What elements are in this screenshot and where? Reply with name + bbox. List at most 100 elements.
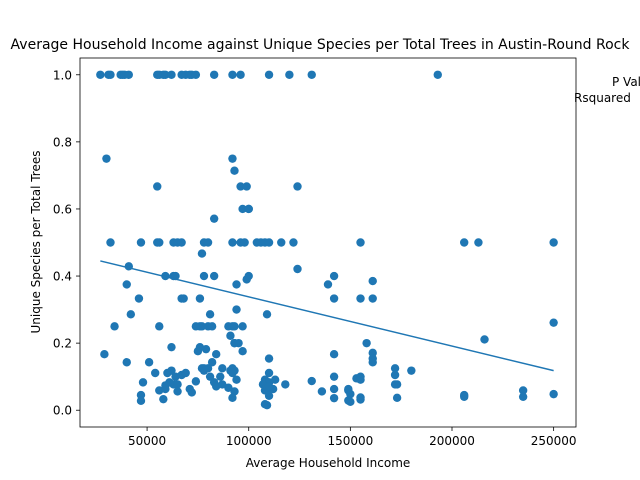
y-tick-label: 0.0	[53, 404, 72, 418]
data-point	[346, 389, 355, 399]
data-point	[159, 394, 168, 404]
data-point	[293, 264, 302, 274]
data-point	[307, 376, 316, 386]
data-point	[549, 238, 558, 247]
data-point	[329, 393, 339, 403]
data-point	[228, 238, 237, 247]
data-point	[161, 384, 170, 394]
data-point	[187, 388, 196, 397]
data-points	[96, 70, 558, 410]
data-point	[102, 154, 111, 163]
data-point	[155, 238, 164, 247]
data-point	[518, 392, 528, 402]
data-point	[244, 271, 253, 281]
data-point	[197, 249, 207, 258]
data-point	[106, 238, 115, 247]
x-tick-label: 50000	[128, 434, 166, 448]
data-point	[460, 238, 469, 247]
data-point	[138, 378, 148, 387]
data-point	[244, 204, 253, 214]
data-point	[285, 70, 294, 79]
data-point	[209, 70, 219, 79]
data-point	[216, 372, 225, 381]
data-point	[226, 331, 235, 340]
data-point	[193, 346, 203, 356]
data-point	[106, 70, 115, 79]
data-point	[474, 238, 483, 247]
data-point	[277, 238, 286, 247]
data-point	[163, 368, 172, 378]
x-axis-ticks: 50000 100000 150000 200000 250000	[128, 427, 577, 448]
data-point	[240, 238, 249, 247]
data-point	[153, 182, 162, 191]
data-point	[264, 368, 274, 378]
y-tick-label: 0.4	[53, 270, 72, 284]
regression-line	[100, 260, 554, 372]
data-point	[228, 70, 237, 79]
data-point	[124, 70, 133, 79]
data-point	[460, 392, 469, 402]
data-point	[238, 204, 247, 214]
data-point	[390, 364, 400, 373]
data-point	[199, 271, 209, 281]
data-point	[549, 389, 558, 399]
data-point	[212, 350, 221, 359]
data-point	[329, 384, 339, 394]
data-point	[232, 375, 241, 384]
data-point	[368, 276, 377, 286]
data-point	[203, 238, 213, 247]
data-point	[191, 322, 201, 331]
data-point	[317, 387, 327, 396]
data-point	[122, 280, 131, 289]
data-point	[323, 280, 333, 289]
data-point	[144, 358, 154, 367]
data-point	[264, 354, 274, 363]
y-axis-ticks: 0.0 0.2 0.4 0.6 0.8 1.0	[53, 68, 80, 418]
data-point	[173, 380, 182, 389]
data-point	[167, 342, 176, 352]
data-point	[207, 358, 217, 367]
data-point	[264, 382, 274, 391]
data-point	[262, 310, 272, 319]
data-point	[368, 358, 377, 367]
data-point	[228, 368, 237, 378]
data-point	[151, 368, 160, 378]
data-point	[356, 294, 365, 303]
x-axis-label: Average Household Income	[246, 456, 411, 470]
data-point	[136, 238, 146, 247]
regression-line-group	[100, 260, 554, 372]
data-point	[549, 318, 558, 327]
data-point	[362, 338, 371, 348]
plot-area	[79, 57, 577, 428]
data-point	[293, 182, 302, 191]
data-point	[173, 387, 182, 396]
data-point	[122, 358, 131, 367]
data-point	[480, 335, 489, 344]
data-point	[134, 294, 144, 303]
data-point	[181, 368, 190, 378]
data-point	[155, 322, 164, 331]
data-point	[230, 387, 239, 396]
data-point	[230, 322, 239, 331]
y-tick-label: 0.6	[53, 202, 72, 216]
y-tick-label: 0.8	[53, 135, 72, 149]
data-point	[356, 375, 365, 384]
data-point	[356, 395, 365, 404]
data-point	[205, 310, 215, 319]
data-point	[177, 238, 186, 247]
data-point	[136, 396, 146, 406]
y-axis-label: Unique Species per Total Trees	[29, 151, 43, 334]
y-tick-label: 1.0	[53, 68, 72, 82]
data-point	[201, 344, 211, 354]
data-point	[100, 350, 109, 359]
data-point	[199, 364, 209, 373]
data-point	[191, 377, 201, 386]
data-point	[242, 182, 251, 191]
plot-frame	[79, 57, 577, 428]
data-point	[264, 391, 274, 400]
data-point	[218, 364, 227, 373]
data-point	[126, 310, 136, 319]
data-point	[191, 70, 201, 79]
data-point	[368, 294, 377, 303]
data-point	[195, 294, 205, 303]
